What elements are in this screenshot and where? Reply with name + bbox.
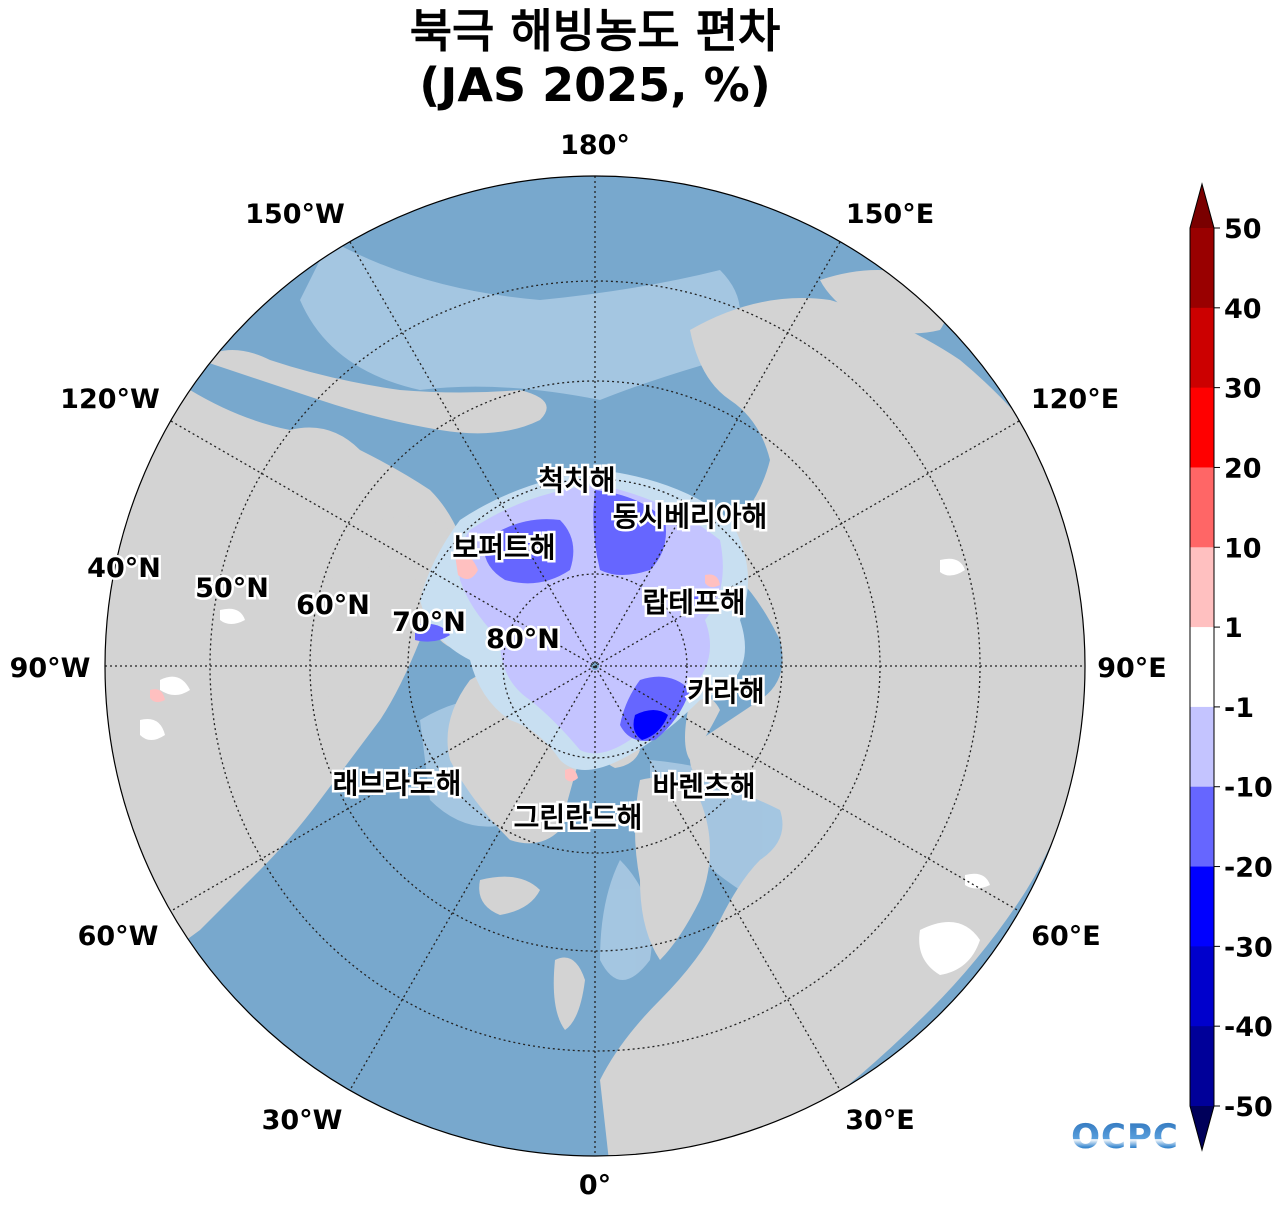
- sea-label-greenland: 그린란드해: [514, 801, 643, 834]
- colorbar-tick-label: -30: [1224, 932, 1273, 963]
- colorbar-segment: [1190, 627, 1214, 708]
- sea-labels: 척치해 동시베리아해 보퍼트해 랍테프해 카라해 래브라도해 그린란드해 바렌츠…: [330, 462, 770, 837]
- lon-label-120w: 120°W: [60, 384, 160, 415]
- colorbar-segment: [1190, 946, 1214, 1027]
- anomaly-minus-10-to-20: [484, 519, 574, 584]
- colorbar-tick-label: 40: [1224, 294, 1262, 325]
- lon-label-60w: 60°W: [78, 921, 159, 952]
- lon-label-30e: 30°E: [845, 1105, 915, 1136]
- lon-label-90e: 90°E: [1097, 653, 1167, 684]
- lat-label-80n: 80°N: [486, 624, 560, 655]
- north-america-land: [105, 388, 470, 1000]
- lon-label-30w: 30°W: [262, 1105, 343, 1136]
- ocpc-logo: OCPC: [1071, 1117, 1179, 1157]
- lakes: [140, 558, 990, 975]
- anomaly-plus-1-to-10: [455, 554, 478, 579]
- lat-label-70n: 70°N: [392, 607, 466, 638]
- colorbar-tick-label: 30: [1224, 374, 1262, 405]
- lon-label-150e: 150°E: [846, 199, 934, 230]
- colorbar-tick-label: -10: [1224, 773, 1273, 804]
- sea-label-labrador: 래브라도해: [333, 767, 462, 800]
- colorbar-segment: [1190, 786, 1214, 868]
- lon-label-60e: 60°E: [1031, 921, 1101, 952]
- lon-label-90w: 90°W: [10, 653, 91, 684]
- colorbar-segment: [1190, 228, 1214, 309]
- lat-label-40n: 40°N: [87, 553, 161, 584]
- colorbar-tick-label: -50: [1224, 1092, 1273, 1123]
- colorbar-segment: [1190, 387, 1214, 468]
- colorbar-segment: [1190, 307, 1214, 389]
- colorbar-under-arrow: [1190, 1106, 1214, 1150]
- lat-label-50n: 50°N: [195, 573, 269, 604]
- sea-label-east-siberian: 동시베리아해: [613, 500, 768, 533]
- latitude-labels: 40°N 50°N 60°N 70°N 80°N: [85, 551, 563, 658]
- sea-label-kara: 카라해: [687, 675, 764, 708]
- colorbar-tick-label: 50: [1224, 214, 1262, 245]
- lon-label-120e: 120°E: [1031, 384, 1119, 415]
- ice-anomaly: [150, 470, 748, 782]
- colorbar-tick-label: 1: [1224, 613, 1243, 644]
- colorbar-segment: [1190, 706, 1214, 788]
- colorbar: 50 40 30 20 10 1 -1 -10 -20 -30 -40 -50: [1189, 182, 1273, 1152]
- colorbar-tick-label: -1: [1224, 693, 1254, 724]
- polar-map: [105, 176, 1085, 1156]
- colorbar-segment: [1190, 547, 1214, 628]
- sea-label-barents: 바렌츠해: [652, 770, 755, 803]
- sea-label-beaufort: 보퍼트해: [452, 531, 555, 564]
- map-boundary: [104, 175, 1086, 1157]
- colorbar-tick-label: -40: [1224, 1012, 1273, 1043]
- colorbar-over-arrow: [1190, 184, 1214, 228]
- sea-label-chukchi: 척치해: [538, 464, 615, 497]
- title-line1: 북극 해빙농도 편차: [409, 4, 781, 58]
- lon-label-150w: 150°W: [245, 199, 345, 230]
- graticule: [105, 176, 1085, 1156]
- lat-circle-80: [502, 573, 688, 759]
- longitude-labels: 180° 150°E 120°E 90°E 60°E 30°E 0° 30°W …: [10, 130, 1167, 1201]
- colorbar-segment: [1190, 1026, 1214, 1107]
- colorbar-segment: [1190, 866, 1214, 947]
- anomaly-minus-20-to-30: [633, 710, 668, 740]
- title-line2: (JAS 2025, %): [419, 58, 771, 112]
- lat-circle-70: [407, 478, 783, 854]
- colorbar-tick-label: 20: [1224, 453, 1262, 484]
- lon-label-0: 0°: [579, 1170, 611, 1201]
- lon-label-180: 180°: [560, 130, 630, 161]
- sea-label-laptev: 랍테프해: [642, 586, 745, 619]
- colorbar-segment: [1190, 467, 1214, 548]
- colorbar-tick-label: -20: [1224, 853, 1273, 884]
- colorbar-tick-label: 10: [1224, 533, 1262, 564]
- lat-label-60n: 60°N: [296, 590, 370, 621]
